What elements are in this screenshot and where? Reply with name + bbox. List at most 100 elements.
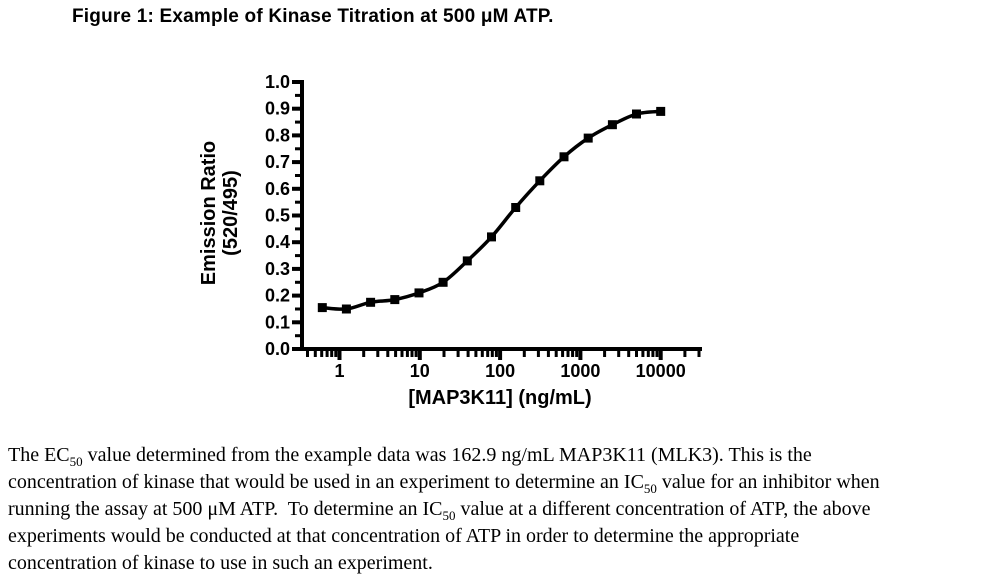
body-text-segment: experiments would be conducted at that c… (8, 525, 800, 547)
x-major-tick (417, 351, 422, 360)
x-minor-tick (410, 351, 414, 357)
y-tick-label: 1.0 (265, 72, 290, 92)
x-minor-tick (494, 351, 498, 357)
x-axis-spine (300, 347, 702, 351)
x-minor-tick (641, 351, 645, 357)
y-axis-title-line2: (520/495) (220, 170, 242, 256)
x-minor-tick (442, 351, 446, 357)
y-tick-label: 0.7 (265, 152, 290, 172)
y-major-tick (292, 213, 300, 218)
figure-title: Figure 1: Example of Kinase Titration at… (72, 6, 554, 27)
body-text-segment: value determined from the example data w… (82, 444, 812, 466)
data-point-marker (487, 232, 496, 242)
x-minor-tick (466, 351, 470, 357)
x-tick-label: 10000 (636, 361, 686, 381)
x-minor-tick (400, 351, 404, 357)
y-tick-label: 0.1 (265, 312, 290, 332)
x-major-tick (498, 351, 503, 360)
y-tick-label: 0.3 (265, 259, 290, 279)
x-minor-tick (536, 351, 540, 357)
body-text-line: experiments would be conducted at that c… (8, 523, 880, 550)
data-point-marker (366, 297, 376, 307)
y-minor-tick (295, 227, 300, 231)
x-minor-tick (456, 351, 460, 357)
x-minor-tick (362, 351, 366, 357)
data-point-marker (583, 133, 593, 143)
data-point-marker (462, 256, 472, 266)
y-major-tick (292, 293, 300, 298)
body-text-line: running the assay at 500 μM ATP. To dete… (8, 496, 880, 523)
x-minor-tick (330, 351, 334, 357)
data-point-marker (656, 106, 666, 116)
x-minor-tick (480, 351, 484, 357)
x-minor-tick (486, 351, 490, 357)
data-point-marker (438, 277, 448, 287)
y-major-tick (292, 80, 300, 84)
x-minor-tick (414, 351, 418, 357)
data-point-marker (535, 176, 545, 186)
x-minor-tick (635, 351, 638, 357)
x-minor-tick (490, 351, 494, 357)
x-minor-tick (522, 351, 526, 357)
kinase-titration-chart: 0.00.10.20.30.40.50.60.70.80.91.01 10 100 1… (198, 72, 702, 409)
body-text-segment: running the assay at 500 μM ATP. To dete… (8, 498, 443, 520)
y-tick-label: 0.0 (265, 339, 290, 359)
y-major-tick (292, 240, 300, 245)
x-major-tick (578, 351, 583, 360)
y-minor-tick (295, 200, 300, 204)
y-major-tick (292, 320, 300, 325)
data-point-marker (390, 295, 400, 305)
x-tick-label: 100 (485, 361, 515, 381)
y-tick-label: 0.9 (265, 99, 290, 119)
subscript-text: 50 (643, 481, 657, 496)
x-minor-tick (334, 351, 338, 357)
data-point-marker (414, 288, 424, 298)
y-axis-title: Emission Ratio (520/495) (198, 141, 242, 285)
x-tick-label: 1 (334, 361, 344, 381)
body-text-segment: value at a different concentration of AT… (455, 498, 871, 520)
y-minor-tick (295, 307, 300, 311)
x-minor-tick (655, 351, 659, 357)
x-minor-tick (325, 351, 329, 357)
body-text-line: concentration of kinase to use in such a… (8, 550, 880, 577)
y-tick-label: 0.5 (265, 206, 290, 226)
body-text-line: The EC50 value determined from the examp… (8, 442, 880, 469)
body-text-line: concentration of kinase that would be us… (8, 469, 880, 496)
x-minor-tick (405, 351, 409, 357)
subscript-text: 50 (69, 454, 83, 469)
x-minor-tick (306, 351, 309, 357)
x-major-tick (658, 351, 663, 360)
x-tick-label: 1000 (560, 361, 600, 381)
data-point-marker (607, 120, 617, 130)
data-point-marker (632, 109, 641, 119)
y-major-tick (292, 266, 300, 271)
x-minor-tick (697, 351, 701, 357)
x-major-tick (337, 351, 342, 360)
y-minor-tick (295, 254, 300, 258)
x-minor-tick (561, 351, 565, 357)
body-text-segment: concentration of kinase that would be us… (8, 471, 644, 493)
y-major-tick (292, 133, 300, 138)
x-minor-tick (571, 351, 575, 357)
y-minor-tick (295, 93, 300, 97)
y-tick-label: 0.4 (265, 232, 290, 252)
x-tick-label: 10 (410, 361, 430, 381)
x-minor-tick (546, 351, 550, 357)
data-point-marker (317, 303, 327, 313)
body-text-segment: concentration of kinase to use in such a… (8, 552, 433, 574)
y-tick-label: 0.8 (265, 125, 290, 145)
x-minor-tick (575, 351, 579, 357)
x-minor-tick (474, 351, 478, 357)
x-minor-tick (386, 351, 390, 357)
x-minor-tick (617, 351, 621, 357)
data-point-marker (341, 304, 351, 314)
y-major-tick (292, 160, 300, 165)
x-axis-title: [MAP3K11] (ng/mL) (408, 387, 591, 409)
y-major-tick (292, 347, 300, 351)
x-minor-tick (566, 351, 570, 357)
x-minor-tick (651, 351, 655, 357)
y-axis-spine (300, 80, 304, 351)
x-axis: 1 10 100 1000 10000 (300, 347, 702, 381)
y-tick-label: 0.6 (265, 179, 290, 199)
dose-response-curve (320, 109, 663, 311)
